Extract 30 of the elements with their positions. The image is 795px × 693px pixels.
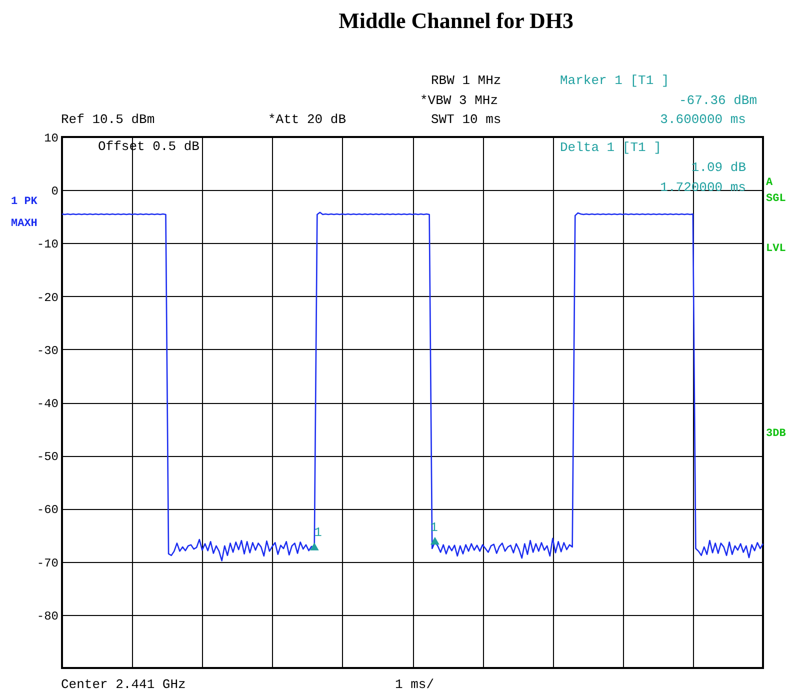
text: RBW 1 MHz <box>431 73 502 88</box>
y-tick-label: 0 <box>51 184 58 199</box>
text: A <box>766 177 773 189</box>
text: LVL <box>766 243 786 255</box>
y-tick-label: -80 <box>36 609 58 624</box>
y-tick-label: 10 <box>44 132 58 146</box>
text: 1 PK <box>11 196 38 208</box>
line-series <box>61 212 764 562</box>
y-tick-label: -60 <box>36 503 58 518</box>
text: *Att 20 dB <box>268 112 346 127</box>
chart-title: Middle Channel for DH3 <box>338 8 574 33</box>
text: SWT 10 ms <box>431 112 502 127</box>
text: SGL <box>766 193 786 205</box>
y-tick-label: -70 <box>36 556 58 570</box>
text: *VBW 3 MHz <box>420 93 498 108</box>
annotation: Delta 1 [T1 ] <box>560 140 662 155</box>
text: MAXH <box>11 218 38 230</box>
y-tick-label: -20 <box>36 290 58 305</box>
text: Ref 10.5 dBm <box>61 112 155 127</box>
text: -67.36 dBm <box>678 93 758 108</box>
y-tick-label: -40 <box>36 397 58 411</box>
annotation: 1 <box>314 525 322 540</box>
text: Center 2.441 GHz <box>61 677 186 692</box>
text: 1 ms/ <box>395 677 434 692</box>
y-tick-label: -30 <box>36 344 58 358</box>
text: Marker 1 [T1 ] <box>560 73 670 88</box>
y-tick-label: -50 <box>36 450 58 464</box>
text: 3.600000 ms <box>660 112 746 127</box>
text: 3DB <box>766 428 786 440</box>
y-tick-label: -10 <box>36 238 58 252</box>
